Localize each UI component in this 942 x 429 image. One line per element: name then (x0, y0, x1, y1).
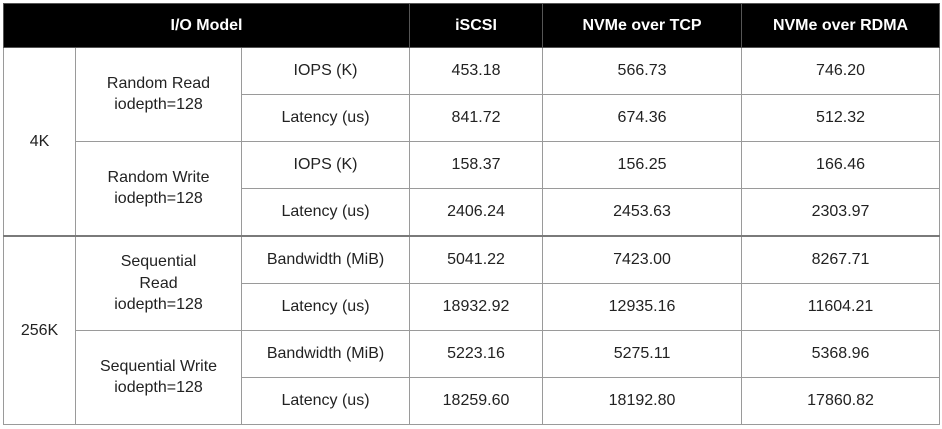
metric-cell: IOPS (K) (240, 140, 411, 189)
table-row: 256K Sequential Read iodepth=128 Bandwidth… (3, 234, 941, 425)
nvme-tcp-value: 156.25 (542, 140, 743, 189)
workload-cell: Random Write iodepth=128 (75, 140, 242, 237)
nvme-rdma-value: 8267.71 (741, 234, 941, 284)
iscsi-value: 18932.92 (409, 282, 544, 331)
header-row: I/O Model iSCSI NVMe over TCP NVMe over … (2, 3, 941, 48)
workload-cell: Sequential Write iodepth=128 (75, 329, 242, 426)
workload-line: iodepth=128 (114, 379, 203, 397)
workload-cell: Sequential Read iodepth=128 (75, 234, 242, 331)
workload-line: Read (139, 274, 178, 292)
workload-line: iodepth=128 (114, 296, 203, 314)
nvme-rdma-value: 17860.82 (741, 376, 941, 426)
metric-cell: Latency (us) (240, 376, 411, 426)
table-row: Latency (us) 18932.92 12935.16 11604.21 (4, 282, 941, 331)
iscsi-value: 18259.60 (409, 376, 544, 426)
table-row: Latency (us) 841.72 674.36 512.32 (4, 93, 941, 142)
iscsi-value: 453.18 (409, 47, 544, 95)
block-size-cell: 4K (3, 46, 76, 237)
metric-cell: Latency (us) (240, 282, 411, 331)
metric-cell: Bandwidth (MiB) (240, 329, 411, 378)
table-row: Latency (us) 2406.24 2453.63 2303.97 (4, 187, 941, 237)
nvme-tcp-value: 7423.00 (542, 234, 743, 284)
nvme-tcp-value: 5275.11 (542, 329, 743, 378)
workload-line: Sequential (120, 253, 197, 271)
iscsi-value: 5041.22 (409, 234, 544, 284)
nvme-tcp-header: NVMe over TCP (542, 3, 743, 48)
workload-cell: Random Read iodepth=128 (75, 47, 242, 142)
metric-cell: Latency (us) (240, 187, 411, 237)
table-row: 4K Random Read iodepth=128 IOPS (K) 453.1… (3, 46, 941, 237)
iscsi-header: iSCSI (409, 3, 544, 48)
table-row: Random Write iodepth=128 IOPS (K) 158.37 … (4, 140, 941, 237)
io-model-header: I/O Model (2, 3, 411, 48)
iscsi-value: 158.37 (409, 140, 544, 189)
nvme-rdma-value: 512.32 (741, 93, 941, 142)
nvme-rdma-header: NVMe over RDMA (741, 3, 941, 48)
table-row: Latency (us) 18259.60 18192.80 17860.82 (4, 376, 941, 426)
nvme-tcp-value: 566.73 (542, 47, 743, 95)
nvme-rdma-value: 166.46 (741, 140, 941, 189)
iscsi-value: 5223.16 (409, 329, 544, 378)
workload-line: iodepth=128 (114, 190, 203, 208)
table-row: Sequential Write iodepth=128 Bandwidth (M… (4, 329, 941, 426)
nvme-rdma-value: 746.20 (741, 47, 941, 95)
metric-cell: Latency (us) (240, 93, 411, 142)
nvme-tcp-value: 12935.16 (542, 282, 743, 331)
benchmark-table: I/O Model iSCSI NVMe over TCP NVMe over … (2, 3, 941, 426)
workload-line: Random Read (106, 74, 211, 92)
nvme-tcp-value: 2453.63 (542, 187, 743, 237)
nvme-rdma-value: 5368.96 (741, 329, 941, 378)
nvme-tcp-value: 674.36 (542, 93, 743, 142)
nvme-rdma-value: 11604.21 (741, 282, 941, 331)
iscsi-value: 841.72 (409, 93, 544, 142)
iscsi-value: 2406.24 (409, 187, 544, 237)
workload-line: Random Write (107, 168, 210, 186)
workload-line: iodepth=128 (114, 96, 203, 114)
nvme-rdma-value: 2303.97 (741, 187, 941, 237)
workload-line: Sequential Write (99, 357, 218, 375)
metric-cell: IOPS (K) (240, 47, 411, 95)
nvme-tcp-value: 18192.80 (542, 376, 743, 426)
block-size-cell: 256K (3, 234, 76, 425)
metric-cell: Bandwidth (MiB) (240, 234, 411, 284)
